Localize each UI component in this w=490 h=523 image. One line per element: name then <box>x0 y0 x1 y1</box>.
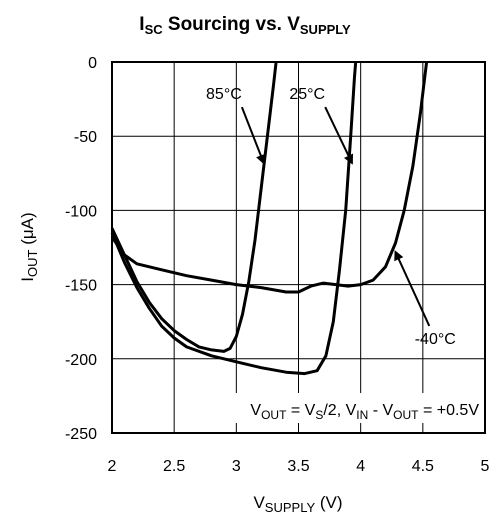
chart-title-rest-sub: SUPPLY <box>300 22 351 37</box>
condition-annotation: VOUT = VS/2, VIN - VOUT = +0.5V <box>250 402 479 422</box>
y-tick-label: -250 <box>65 426 97 443</box>
y-tick-label: -100 <box>65 203 97 220</box>
series-group <box>110 61 429 376</box>
y-tick-label: 0 <box>88 55 97 72</box>
x-tick-label: 2 <box>108 458 117 475</box>
y-axis-label-sub: OUT <box>25 249 40 277</box>
condition-box-bg <box>178 393 476 423</box>
axis-ticks: 2 2.5 3 3.5 4 4.5 5 0 -50 -100 -150 -200 -250 <box>65 55 490 475</box>
x-tick-label: 4.5 <box>412 458 434 475</box>
condition-subscript: IN <box>356 408 368 422</box>
condition-subscript: OUT <box>393 408 419 422</box>
y-axis-label-main: I <box>18 277 37 282</box>
series-label: 25°C <box>289 86 325 103</box>
series-label: 85°C <box>206 86 242 103</box>
x-tick-label: 3.5 <box>287 458 309 475</box>
series-line <box>110 61 278 353</box>
series-label-arrow <box>240 106 266 165</box>
condition-text: = +0.5V <box>419 402 480 419</box>
condition-text: - V <box>368 402 393 419</box>
condition-text: V <box>250 402 261 419</box>
condition-subscript: S <box>315 408 323 422</box>
y-axis-label: IOUT (μA) <box>18 212 40 281</box>
x-tick-label: 2.5 <box>163 458 185 475</box>
plot-frame <box>111 61 486 434</box>
x-tick-label: 3 <box>232 458 241 475</box>
chart-title-main-sub: SC <box>145 22 164 37</box>
series-label-arrow <box>394 250 431 327</box>
chart-title: ISC Sourcing vs. VSUPPLY <box>139 14 351 37</box>
y-axis-label-unit: (μA) <box>18 212 37 249</box>
condition-text: /2, V <box>323 402 356 419</box>
chart-title-main: I <box>139 14 144 35</box>
x-axis-label-unit: (V) <box>315 493 342 512</box>
grid-lines <box>112 62 485 433</box>
condition-subscript: OUT <box>261 408 287 422</box>
y-tick-label: -50 <box>74 129 97 146</box>
series-label: -40°C <box>415 331 456 348</box>
series-line <box>110 61 429 294</box>
x-tick-label: 4 <box>356 458 365 475</box>
x-tick-label: 5 <box>481 458 490 475</box>
series-labels: 85°C 25°C -40°C <box>206 86 456 348</box>
series-line <box>110 61 358 376</box>
x-axis-label-sub: SUPPLY <box>265 500 316 515</box>
chart-title-rest: Sourcing vs. V <box>163 14 301 35</box>
condition-text: = V <box>286 402 315 419</box>
series-label-arrow <box>324 106 354 165</box>
y-tick-label: -150 <box>65 278 97 295</box>
x-axis-label: VSUPPLY (V) <box>253 493 342 515</box>
condition-box: VOUT = VS/2, VIN - VOUT = +0.5V <box>178 393 479 423</box>
x-axis-label-main: V <box>253 493 265 512</box>
y-tick-label: -200 <box>65 352 97 369</box>
